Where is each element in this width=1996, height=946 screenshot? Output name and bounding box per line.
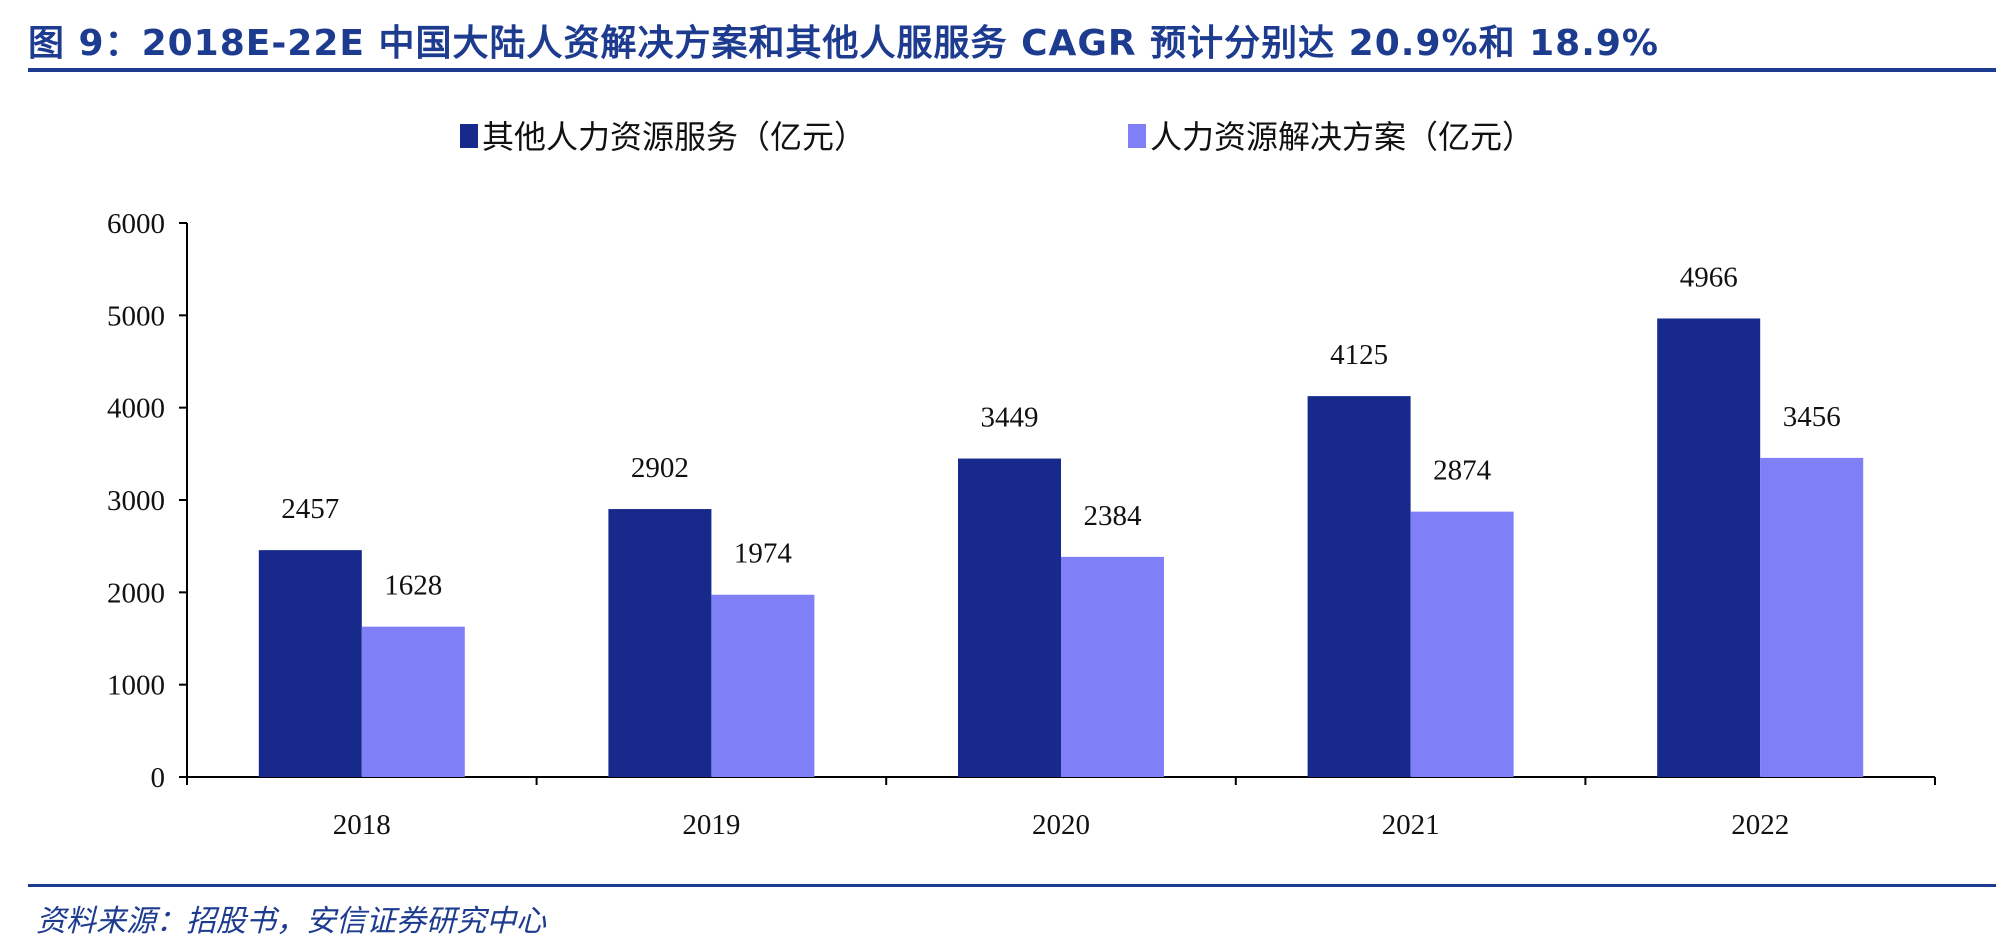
x-tick-label: 2022: [1731, 809, 1789, 841]
y-tick-label: 0: [151, 762, 166, 794]
data-label: 1974: [734, 538, 793, 570]
bar-hr-solutions: [711, 594, 815, 777]
y-tick-label: 4000: [107, 393, 165, 425]
bar-other-hr-services: [608, 509, 712, 777]
data-label: 1628: [384, 570, 442, 602]
legend-label: 人力资源解决方案（亿元）: [1150, 118, 1534, 156]
y-tick-label: 5000: [107, 300, 165, 332]
legend-swatch: [1128, 124, 1146, 148]
data-label: 2902: [631, 452, 689, 484]
source-divider: [28, 884, 1996, 887]
bar-other-hr-services: [1657, 318, 1761, 777]
bar-hr-solutions: [1410, 511, 1514, 777]
data-label: 3449: [981, 402, 1039, 434]
data-label: 2457: [281, 493, 339, 525]
bar-hr-solutions: [361, 626, 465, 777]
data-label: 3456: [1783, 401, 1841, 433]
bar-other-hr-services: [958, 458, 1061, 777]
source-note: 资料来源：招股书，安信证券研究中心: [36, 904, 546, 939]
y-tick-label: 1000: [107, 670, 165, 702]
y-tick-label: 3000: [107, 485, 165, 517]
legend-label: 其他人力资源服务（亿元）: [482, 118, 866, 156]
bar-hr-solutions: [1061, 556, 1164, 777]
y-tick-label: 6000: [107, 208, 165, 240]
title-divider: [28, 68, 1996, 72]
y-tick-label: 2000: [107, 577, 165, 609]
data-label: 4125: [1330, 339, 1388, 371]
chart-title: 图 9：2018E-22E 中国大陆人资解决方案和其他人服服务 CAGR 预计分…: [28, 23, 1660, 64]
legend-swatch: [460, 124, 478, 148]
bar-other-hr-services: [258, 550, 362, 777]
bar-other-hr-services: [1307, 396, 1411, 777]
data-label: 2384: [1084, 500, 1143, 532]
x-tick-label: 2020: [1032, 809, 1090, 841]
x-tick-label: 2019: [682, 809, 740, 841]
data-label: 4966: [1680, 261, 1738, 293]
bar-hr-solutions: [1760, 457, 1864, 777]
x-tick-label: 2018: [333, 809, 391, 841]
x-tick-label: 2021: [1382, 809, 1440, 841]
data-label: 2874: [1433, 455, 1492, 487]
